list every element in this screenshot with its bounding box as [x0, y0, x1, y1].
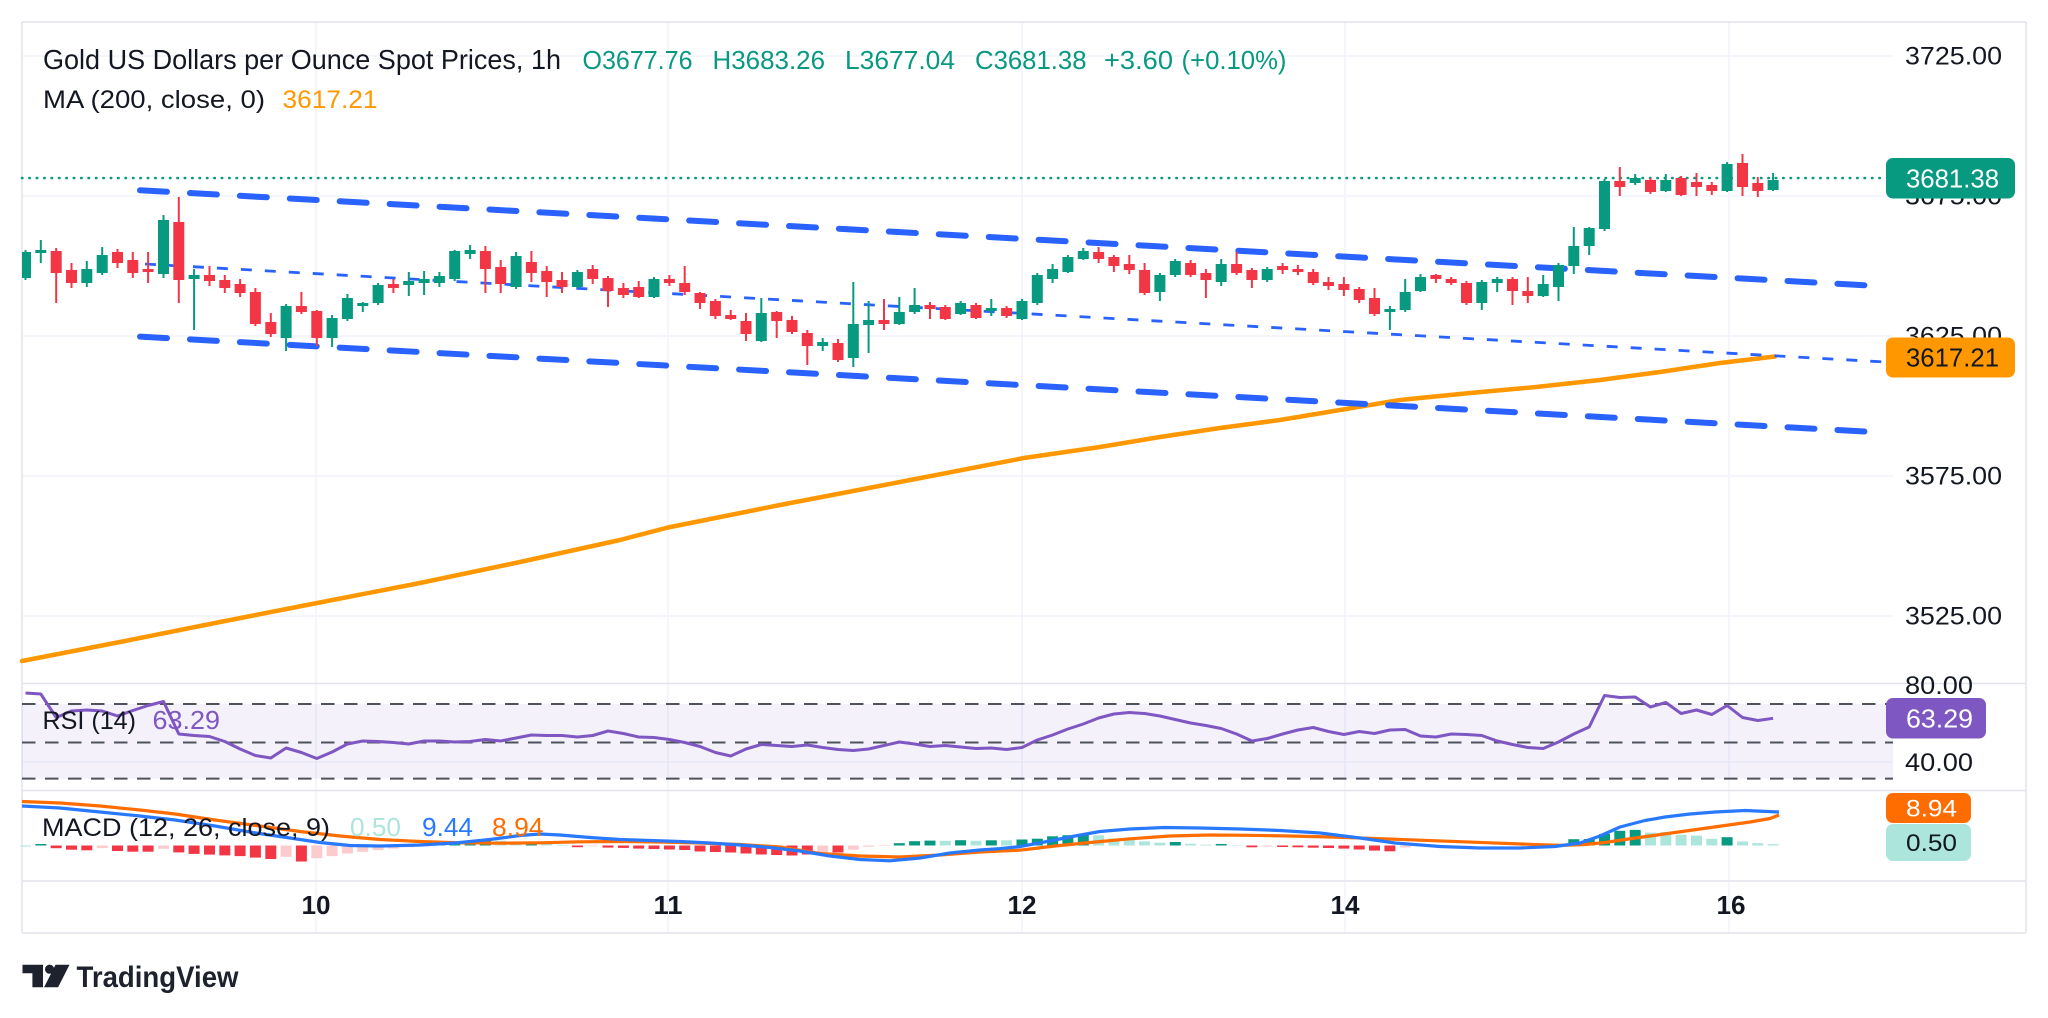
svg-text:3681.38: 3681.38 [1906, 163, 1999, 193]
svg-text:RSI (14): RSI (14) [43, 707, 137, 735]
svg-text:TradingView: TradingView [77, 961, 240, 994]
svg-text:3575.00: 3575.00 [1905, 463, 2002, 491]
svg-text:8.94: 8.94 [1906, 795, 1957, 822]
svg-text:8.94: 8.94 [492, 812, 544, 842]
svg-text:Gold US Dollars per Ounce Spot: Gold US Dollars per Ounce Spot Prices, 1… [43, 44, 561, 75]
svg-text:12: 12 [1008, 890, 1037, 920]
svg-text:C3681.38: C3681.38 [975, 47, 1087, 75]
svg-text:9.44: 9.44 [422, 812, 473, 842]
svg-text:H3683.26: H3683.26 [713, 47, 826, 75]
svg-text:(+0.10%): (+0.10%) [1182, 47, 1287, 75]
svg-text:O3677.76: O3677.76 [583, 47, 693, 75]
svg-text:63.29: 63.29 [153, 705, 221, 735]
svg-text:63.29: 63.29 [1906, 703, 1973, 733]
svg-text:0.50: 0.50 [1906, 830, 1957, 857]
svg-text:MA (200, close, 0): MA (200, close, 0) [43, 86, 265, 114]
svg-text:11: 11 [654, 890, 683, 920]
svg-text:3525.00: 3525.00 [1905, 603, 2002, 631]
svg-text:3617.21: 3617.21 [1906, 343, 1999, 373]
svg-text:3725.00: 3725.00 [1905, 43, 2002, 71]
svg-text:40.00: 40.00 [1905, 749, 1973, 777]
svg-text:10: 10 [302, 890, 331, 920]
svg-text:L3677.04: L3677.04 [845, 47, 955, 75]
svg-text:0.50: 0.50 [350, 812, 401, 842]
svg-text:+3.60: +3.60 [1104, 47, 1173, 75]
svg-text:16: 16 [1717, 890, 1746, 920]
svg-text:3617.21: 3617.21 [283, 86, 378, 114]
svg-text:14: 14 [1331, 890, 1361, 920]
svg-text:80.00: 80.00 [1905, 672, 1973, 700]
svg-text:MACD (12, 26, close, 9): MACD (12, 26, close, 9) [42, 814, 330, 842]
